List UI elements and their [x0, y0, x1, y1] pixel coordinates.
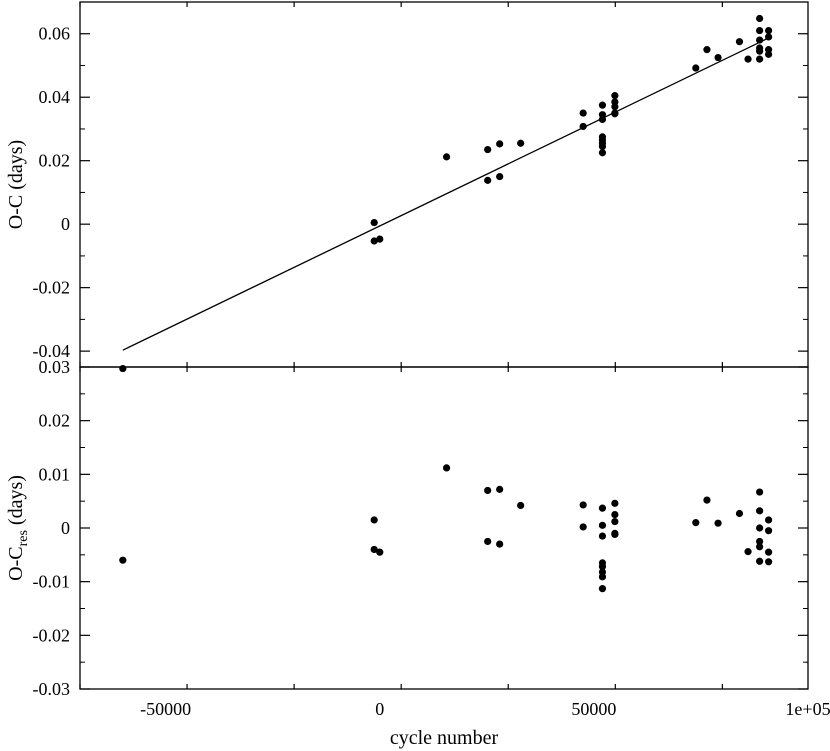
data-point [703, 46, 711, 54]
top-panel: -0.04 -0.02 0 0.02 0.04 0.06 [33, 1, 809, 373]
data-point [484, 176, 492, 184]
y-tick-label: 0.01 [39, 464, 71, 484]
y-tick-label: 0 [61, 518, 70, 538]
data-point [756, 524, 764, 532]
data-point [579, 109, 587, 117]
data-point [611, 499, 619, 507]
top-y-axis-label: O-C (days) [5, 140, 27, 229]
data-point [765, 26, 773, 35]
data-point [611, 510, 619, 519]
data-point [484, 486, 492, 495]
data-point [692, 64, 700, 72]
data-point [744, 548, 752, 556]
data-point [756, 36, 764, 44]
data-point [765, 33, 773, 41]
data-point [611, 110, 619, 118]
bottom-panel: -0.03 -0.02 -0.01 0 0.01 0.02 0.03 -50000 0 50000… [33, 357, 830, 719]
data-point [756, 557, 764, 565]
data-point [765, 548, 773, 556]
data-point [496, 540, 504, 548]
y-tick-label: 0.02 [39, 411, 71, 431]
data-point [765, 527, 773, 535]
data-point [598, 521, 607, 529]
data-point [735, 38, 744, 46]
data-point [484, 537, 492, 546]
data-point [496, 485, 504, 493]
data-point [756, 47, 764, 55]
y-tick-label: -0.01 [33, 572, 71, 592]
y-tick-label: 0 [61, 214, 70, 234]
data-point [756, 55, 764, 63]
data-point [119, 364, 127, 373]
x-tick-label: -50000 [140, 699, 191, 719]
x-tick-label: 1e+05 [785, 699, 830, 719]
data-point [598, 585, 607, 593]
data-point [517, 139, 525, 147]
bottom-y-axis-label-suffix: (days) [5, 475, 27, 530]
data-point [714, 53, 722, 62]
data-point [611, 530, 619, 539]
y-tick-label: -0.03 [33, 679, 71, 699]
data-point [370, 545, 378, 554]
data-point [598, 101, 607, 109]
data-point [579, 501, 587, 509]
data-point [484, 145, 492, 154]
data-point [370, 516, 378, 524]
data-point [744, 55, 752, 63]
data-point [611, 92, 619, 100]
data-point [370, 237, 378, 245]
plot-frame [79, 1, 809, 368]
y-tick-label: -0.02 [33, 625, 71, 645]
bottom-y-axis-label: O-Cres (days) [5, 475, 31, 581]
data-point [517, 501, 525, 510]
data-point [598, 563, 607, 571]
data-point [376, 235, 384, 243]
data-point [756, 14, 764, 23]
data-point [598, 115, 607, 124]
data-point [714, 519, 722, 527]
data-point [496, 172, 504, 181]
x-tick-label: 50000 [571, 699, 616, 719]
y-tick-label: 0.02 [39, 151, 71, 171]
data-point [496, 140, 504, 148]
data-point [765, 558, 773, 566]
data-point [598, 573, 607, 581]
y-tick-label: 0.06 [39, 24, 71, 44]
data-point [598, 142, 607, 151]
data-point [442, 153, 451, 161]
data-point [579, 122, 587, 131]
bottom-y-axis-label-main: O-C [5, 546, 27, 580]
data-point [370, 218, 378, 227]
data-point [442, 464, 451, 472]
bottom-y-axis-label-subscript: res [16, 530, 31, 546]
data-point [579, 523, 587, 531]
plot-frame [79, 366, 809, 690]
data-point [756, 543, 764, 551]
x-axis-label: cycle number [390, 727, 499, 749]
data-point [598, 532, 607, 540]
data-point [765, 516, 773, 524]
y-tick-label: -0.02 [33, 278, 71, 298]
y-tick-label: 0.03 [39, 357, 71, 377]
data-point [765, 50, 773, 58]
data-point [756, 26, 764, 35]
data-point [756, 537, 764, 546]
data-point [376, 548, 384, 556]
y-tick-label: 0.04 [39, 87, 71, 107]
x-tick-label: 0 [375, 699, 384, 719]
data-point [735, 509, 744, 518]
y-tick-label: -0.04 [33, 341, 71, 361]
data-point [692, 519, 700, 527]
data-point [611, 517, 619, 526]
data-point [611, 103, 619, 111]
data-point [598, 504, 607, 512]
linear-fit-line [122, 36, 770, 351]
data-point [756, 488, 764, 496]
data-point [119, 556, 127, 564]
data-point [598, 149, 607, 157]
data-point [756, 507, 764, 515]
data-point [703, 496, 711, 504]
